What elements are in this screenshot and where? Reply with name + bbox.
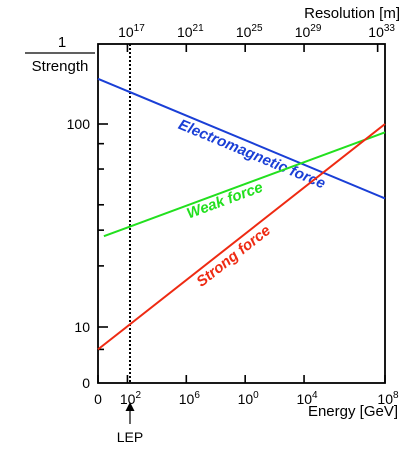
x-tick-label: 104 (296, 390, 318, 407)
top-axis-title: Resolution [m] (304, 5, 400, 22)
axis-ticks (97, 44, 386, 383)
x-tick-labels: 0 102 106 100 104 108 (94, 390, 399, 407)
y-tick-label: 100 (67, 116, 91, 132)
top-tick-label: 1033 (368, 23, 395, 40)
series-label-3: Strong force (193, 222, 274, 290)
top-tick-label: 1025 (236, 23, 263, 40)
x-tick-label: 0 (94, 391, 102, 407)
y-axis-title-numerator: 1 (58, 34, 66, 51)
top-tick-label: 1021 (177, 23, 204, 40)
lep-arrow-head (125, 402, 135, 411)
top-tick-label: 1017 (118, 23, 145, 40)
plot-frame (97, 43, 386, 384)
y-tick-label: 10 (74, 319, 90, 335)
lep-label: LEP (117, 429, 143, 445)
series-line-1 (97, 77, 386, 200)
x-tick-label: 102 (120, 390, 142, 407)
top-tick-labels: 1017 1021 1025 1029 1033 (118, 23, 395, 40)
series-line-2 (103, 131, 386, 238)
top-tick-label: 1029 (295, 23, 322, 40)
x-axis-title: Energy [GeV] (308, 403, 398, 420)
y-axis-title-denominator: Strength (32, 58, 89, 75)
x-tick-label: 100 (238, 390, 260, 407)
x-tick-label: 108 (377, 390, 399, 407)
y-tick-label: 0 (82, 375, 90, 391)
x-tick-label: 106 (179, 390, 201, 407)
y-tick-labels: 0 10 100 (67, 116, 91, 391)
series-line-3 (97, 123, 386, 351)
series-label-2: Weak force (185, 179, 266, 223)
